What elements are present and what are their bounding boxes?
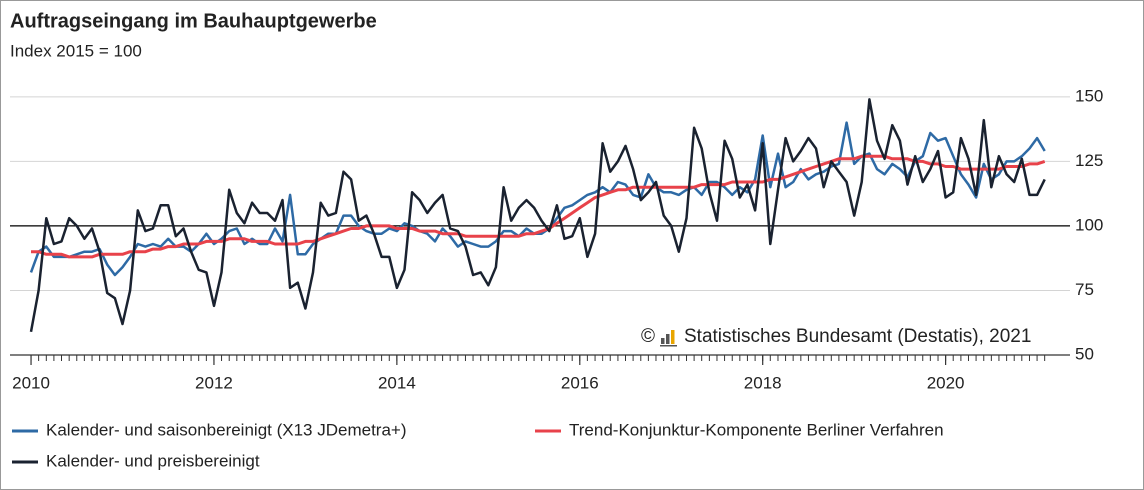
legend-label: Kalender- und preisbereinigt bbox=[46, 451, 260, 470]
y-tick-label: 150 bbox=[1075, 86, 1103, 105]
logo-bar bbox=[666, 334, 670, 344]
y-tick-label: 125 bbox=[1075, 151, 1103, 170]
legend-label: Trend-Konjunktur-Komponente Berliner Ver… bbox=[569, 420, 944, 439]
logo-bar bbox=[671, 330, 675, 344]
x-tick-label: 2018 bbox=[744, 373, 782, 392]
annotation-symbol: © bbox=[641, 326, 655, 347]
y-tick-label: 50 bbox=[1075, 344, 1094, 363]
x-tick-label: 2020 bbox=[927, 373, 965, 392]
chart-subtitle: Index 2015 = 100 bbox=[10, 41, 142, 60]
x-tick-label: 2016 bbox=[561, 373, 599, 392]
legend-label: Kalender- und saisonbereinigt (X13 JDeme… bbox=[46, 420, 407, 439]
annotation: Statistisches Bundesamt (Destatis), 2021 bbox=[684, 326, 1031, 347]
x-tick-label: 2014 bbox=[378, 373, 416, 392]
x-tick-label: 2012 bbox=[195, 373, 233, 392]
x-tick-label: 2010 bbox=[12, 373, 50, 392]
y-tick-label: 75 bbox=[1075, 280, 1094, 299]
logo-bar bbox=[661, 338, 665, 344]
logo-base bbox=[660, 345, 677, 347]
y-tick-label: 100 bbox=[1075, 215, 1103, 234]
chart-title: Auftragseingang im Bauhauptgewerbe bbox=[10, 10, 377, 32]
series-line bbox=[29, 98, 1046, 333]
series-line bbox=[31, 154, 1046, 259]
